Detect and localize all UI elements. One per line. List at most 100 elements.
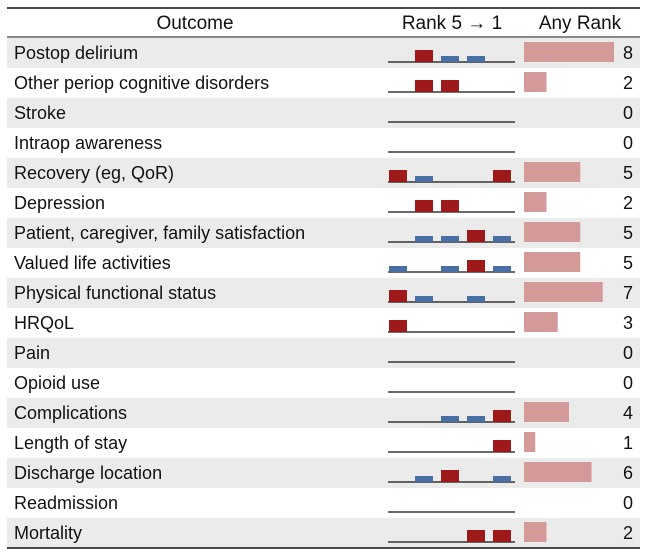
any-rank-count: 0 [623, 103, 633, 123]
table-row: Patient, caregiver, family satisfaction 5 [14, 222, 633, 243]
outcome-label: Physical functional status [14, 283, 216, 303]
any-rank-bar [524, 192, 547, 212]
rank-mark [441, 266, 459, 272]
outcome-label: Stroke [14, 103, 66, 123]
outcome-label: Intraop awareness [14, 133, 162, 153]
table-row: Valued life activities 5 [14, 252, 633, 273]
rank-mark [493, 530, 511, 542]
rank-mark [389, 266, 407, 272]
rank-mark [415, 200, 433, 212]
rank-mark [493, 170, 511, 182]
rank-mark [415, 236, 433, 242]
rank-mark [467, 530, 485, 542]
rank-mark [493, 410, 511, 422]
outcome-label: Valued life activities [14, 253, 171, 273]
outcome-label: HRQoL [14, 313, 74, 333]
row-shade [7, 338, 640, 368]
any-rank-bar [524, 282, 603, 302]
rank-mark [415, 80, 433, 92]
outcome-label: Other periop cognitive disorders [14, 73, 269, 93]
rank-mark [441, 80, 459, 92]
any-rank-count: 4 [623, 403, 633, 423]
any-rank-count: 5 [623, 163, 633, 183]
rank-mark [415, 50, 433, 62]
rank-mark [441, 416, 459, 422]
rank-mark [415, 296, 433, 302]
outcome-label: Discharge location [14, 463, 162, 483]
table-row: Complications 4 [14, 402, 633, 423]
any-rank-bar [524, 402, 569, 422]
any-rank-bar [524, 222, 581, 242]
any-rank-bar [524, 522, 547, 542]
header-any-rank: Any Rank [539, 13, 622, 34]
rank-mark [493, 440, 511, 452]
any-rank-count: 8 [623, 43, 633, 63]
rank-mark [493, 266, 511, 272]
rank-mark [467, 296, 485, 302]
rank-mark [389, 320, 407, 332]
any-rank-bar [524, 162, 581, 182]
rank-mark [467, 416, 485, 422]
rank-mark [441, 200, 459, 212]
rank-mark [441, 236, 459, 242]
any-rank-count: 0 [623, 493, 633, 513]
any-rank-bar [524, 42, 614, 62]
rank-mark [467, 260, 485, 272]
table-row: Pain 0 [14, 343, 633, 363]
table-row: Length of stay 1 [14, 432, 633, 453]
any-rank-count: 0 [623, 133, 633, 153]
any-rank-count: 2 [623, 523, 633, 543]
any-rank-count: 2 [623, 73, 633, 93]
table-row: HRQoL 3 [14, 312, 633, 333]
table-row: Intraop awareness 0 [14, 133, 633, 153]
rank-mark [441, 470, 459, 482]
any-rank-count: 5 [623, 253, 633, 273]
outcome-label: Postop delirium [14, 43, 138, 63]
table-row: Opioid use 0 [14, 373, 633, 393]
rank-mark [389, 170, 407, 182]
table-row: Other periop cognitive disorders 2 [14, 72, 633, 93]
any-rank-count: 7 [623, 283, 633, 303]
header-outcome: Outcome [156, 13, 233, 34]
rows-layer: Postop delirium 8 Other periop cognitive d… [14, 42, 633, 543]
table-row: Discharge location 6 [14, 462, 633, 483]
any-rank-count: 3 [623, 313, 633, 333]
rank-mark [415, 476, 433, 482]
rank-mark [493, 476, 511, 482]
table-row: Recovery (eg, QoR) 5 [14, 162, 633, 183]
table-row: Depression 2 [14, 192, 633, 213]
any-rank-count: 6 [623, 463, 633, 483]
any-rank-bar [524, 462, 592, 482]
outcome-label: Pain [14, 343, 50, 363]
outcome-label: Patient, caregiver, family satisfaction [14, 223, 305, 243]
outcome-label: Depression [14, 193, 105, 213]
row-shade [7, 98, 640, 128]
any-rank-count: 1 [623, 433, 633, 453]
any-rank-count: 2 [623, 193, 633, 213]
table-row: Mortality 2 [14, 522, 633, 543]
any-rank-bar [524, 252, 581, 272]
rank-mark [467, 230, 485, 242]
outcome-label: Readmission [14, 493, 118, 513]
rank-mark [415, 176, 433, 182]
outcome-label: Opioid use [14, 373, 100, 393]
outcome-label: Length of stay [14, 433, 127, 453]
header-rank: Rank 5 → 1 [402, 13, 502, 34]
outcome-label: Complications [14, 403, 127, 423]
table-row: Physical functional status 7 [14, 282, 633, 303]
any-rank-count: 0 [623, 373, 633, 393]
table-row: Readmission 0 [14, 493, 633, 513]
any-rank-bar [524, 432, 536, 452]
rank-mark [493, 236, 511, 242]
table-row: Stroke 0 [14, 103, 633, 123]
any-rank-bar [524, 72, 547, 92]
outcome-label: Recovery (eg, QoR) [14, 163, 174, 183]
rank-mark [389, 290, 407, 302]
rank-mark [467, 56, 485, 62]
any-rank-count: 5 [623, 223, 633, 243]
rank-mark [441, 56, 459, 62]
any-rank-bar [524, 312, 558, 332]
any-rank-count: 0 [623, 343, 633, 363]
table-row: Postop delirium 8 [14, 42, 633, 63]
